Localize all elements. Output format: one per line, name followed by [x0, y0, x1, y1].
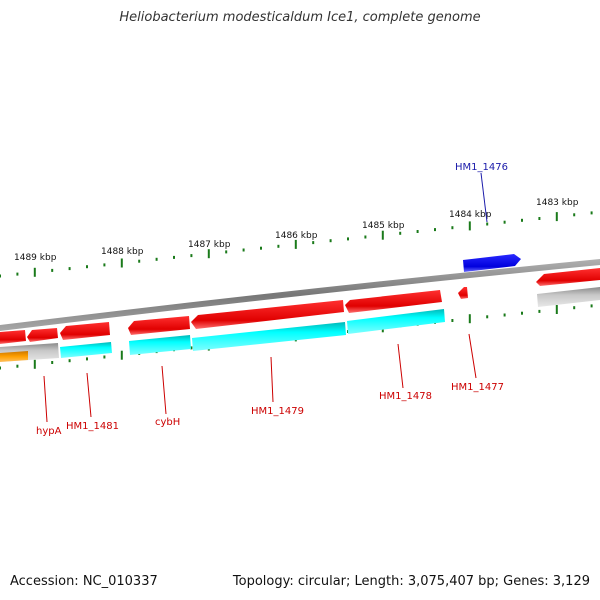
scale-label: 1488 kbp	[101, 247, 144, 257]
gene-arrow-hm1-1479[interactable]	[191, 300, 344, 329]
gene-arrow-right-edge[interactable]	[536, 268, 600, 286]
cds-band-cybh[interactable]	[129, 335, 191, 355]
gene-label-hm1-1481[interactable]: HM1_1481	[66, 421, 119, 432]
accession-text: Accession: NC_010337	[10, 574, 158, 589]
leader-line	[468, 333, 477, 379]
feature-grey-right[interactable]	[537, 287, 600, 307]
cds-band-hm1-1481[interactable]	[60, 342, 112, 358]
gene-arrow-hm1-1478[interactable]	[345, 290, 442, 313]
leader-line	[397, 343, 404, 389]
genome-info-text: Topology: circular; Length: 3,075,407 bp…	[232, 574, 590, 589]
gene-label-hm1-1479[interactable]: HM1_1479	[251, 406, 304, 417]
feature-orange-left[interactable]	[0, 351, 28, 362]
cds-band-hm1-1479[interactable]	[192, 322, 346, 351]
cds-band-hm1-1478[interactable]	[347, 309, 445, 334]
gene-arrow-left-edge[interactable]	[0, 330, 26, 344]
gene-label-hm1-1477[interactable]: HM1_1477	[451, 382, 504, 393]
genome-backbone	[0, 259, 600, 331]
gene-label-hypa[interactable]: hypA	[36, 426, 62, 437]
scale-labels: 1489 kbp 1488 kbp 1487 kbp 1486 kbp 1485…	[14, 198, 579, 263]
scale-label: 1487 kbp	[188, 240, 231, 250]
scale-label: 1485 kbp	[362, 221, 405, 231]
leader-line	[43, 375, 48, 423]
scale-tick-ring-outer	[0, 211, 593, 278]
gene-label-cybh[interactable]: cybH	[155, 417, 180, 428]
leader-line	[480, 172, 488, 223]
scale-label: 1486 kbp	[275, 231, 318, 241]
gene-arrow-cybh[interactable]	[128, 316, 190, 335]
leader-line	[270, 356, 274, 403]
scale-label: 1484 kbp	[449, 210, 492, 220]
gene-label-hm1-1476[interactable]: HM1_1476	[455, 162, 508, 173]
gene-arrow-hm1-1476[interactable]	[463, 254, 521, 272]
gene-arrow-hypa[interactable]	[27, 328, 58, 342]
scale-label: 1489 kbp	[14, 253, 57, 263]
gene-labels: HM1_1476 HM1_1477 HM1_1478 HM1_1479 cybH…	[36, 162, 508, 437]
scale-label: 1483 kbp	[536, 198, 579, 208]
leader-line	[86, 372, 92, 418]
gene-arrow-hm1-1477[interactable]	[458, 287, 468, 299]
map-title: Heliobacterium modesticaldum Ice1, compl…	[119, 10, 481, 25]
gene-label-hm1-1478[interactable]: HM1_1478	[379, 391, 432, 402]
leader-line	[161, 365, 167, 415]
gene-arrow-hm1-1481[interactable]	[60, 322, 110, 340]
